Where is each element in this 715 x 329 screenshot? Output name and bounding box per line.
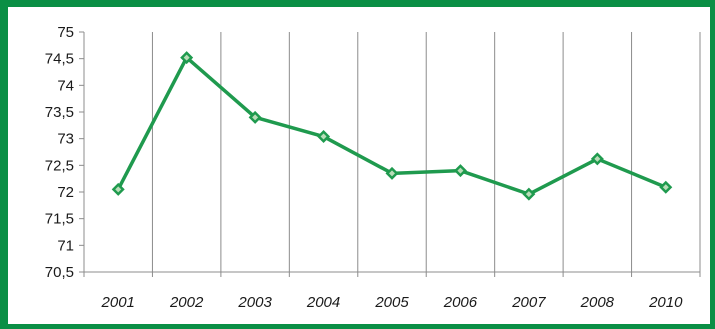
- data-point-marker-center: [662, 184, 669, 191]
- data-point-marker-center: [183, 54, 190, 61]
- x-tick-label: 2010: [648, 294, 683, 311]
- x-axis-ticks: 2001 2002 2003 2004 2005 2006 2007 2008 2010: [83, 272, 701, 311]
- y-tick-label: 72,5: [45, 157, 74, 174]
- x-tick-label: 2004: [306, 294, 340, 311]
- y-tick-label: 71,5: [45, 211, 74, 228]
- data-point-marker-center: [320, 133, 327, 140]
- y-axis-ticks: 75 74,5 74 73,5 73 72,5 72 71,5 71 70,5: [45, 24, 84, 281]
- series-markers: [111, 51, 673, 201]
- data-point-marker-center: [389, 170, 395, 177]
- x-tick-label: 2003: [237, 294, 272, 311]
- y-tick-label: 72: [57, 184, 74, 201]
- x-tick-label: 2007: [511, 294, 546, 311]
- data-point-marker-center: [252, 114, 259, 121]
- data-point-marker-center: [594, 155, 601, 162]
- y-tick-label: 71: [57, 237, 74, 254]
- x-tick-label: 2008: [580, 294, 615, 311]
- y-tick-label: 73: [57, 131, 74, 148]
- y-tick-label: 75: [57, 24, 74, 41]
- data-point-marker-center: [457, 167, 464, 174]
- axes: [83, 32, 700, 273]
- y-tick-label: 74,5: [45, 51, 74, 68]
- y-tick-label: 74: [57, 77, 74, 94]
- x-tick-label: 2005: [374, 294, 409, 311]
- x-tick-label: 2001: [101, 294, 135, 311]
- data-point-marker-center: [115, 186, 122, 193]
- data-point-marker-center: [525, 191, 532, 198]
- x-tick-label: 2002: [169, 294, 204, 311]
- x-tick-label: 2006: [443, 294, 478, 311]
- y-tick-label: 70,5: [45, 264, 74, 281]
- grid-lines: [151, 32, 701, 272]
- y-tick-label: 73,5: [45, 104, 74, 121]
